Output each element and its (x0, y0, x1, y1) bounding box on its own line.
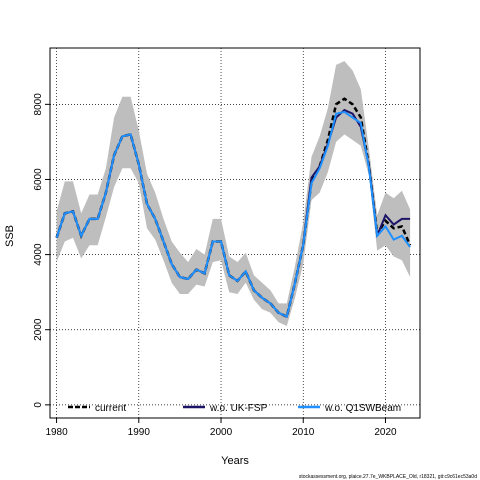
y-tick-label-4000: 4000 (33, 243, 44, 266)
x-tick-label-2000: 2000 (210, 427, 233, 438)
x-tick-label-1990: 1990 (128, 427, 151, 438)
x-axis-title: Years (221, 455, 249, 467)
credit-text: stockassessment.org, plaice.27.7e_WKBPLA… (299, 474, 477, 480)
legend-label-2: w.o. Q1SWBeam (324, 403, 401, 414)
legend-label-1: w.o. UK-FSP (209, 403, 268, 414)
confidence-band (56, 61, 411, 326)
y-axis-title: SSB (4, 225, 16, 247)
y-axis: 0 2000 4000 6000 8000 (33, 93, 50, 408)
legend: current w.o. UK-FSP w.o. Q1SWBeam (68, 403, 401, 414)
y-tick-label-0: 0 (33, 402, 44, 408)
y-tick-label-8000: 8000 (33, 93, 44, 116)
x-tick-label-2010: 2010 (292, 427, 315, 438)
confidence-band-layer (56, 61, 411, 326)
x-tick-label-1980: 1980 (45, 427, 68, 438)
series-lines-layer (55, 97, 412, 319)
series-line-2 (55, 110, 411, 319)
y-tick-label-6000: 6000 (33, 168, 44, 191)
x-axis: 1980 1990 2000 2010 2020 (45, 418, 397, 438)
legend-label-0: current (95, 403, 126, 414)
y-tick-label-2000: 2000 (33, 318, 44, 341)
plot-frame (49, 47, 421, 419)
x-tick-label-2020: 2020 (374, 427, 397, 438)
